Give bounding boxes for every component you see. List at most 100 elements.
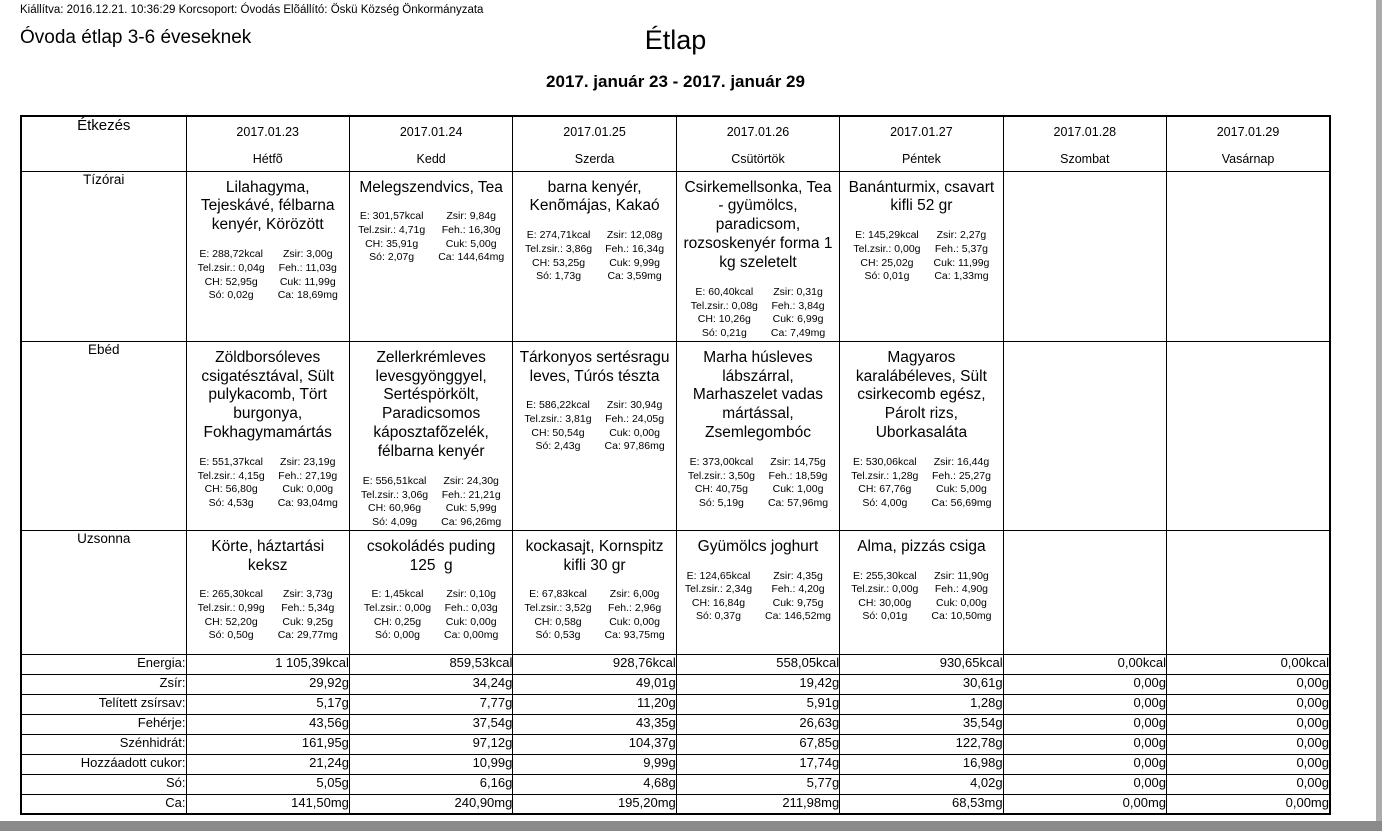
nutrition-line: Tel.zsir.: 3,06g bbox=[361, 488, 429, 501]
nutrition-line: E: 1,45kcal bbox=[371, 588, 424, 601]
nutrition-block: E: 274,71kcal Tel.zsir.: 3,86g CH: 53,25g S… bbox=[514, 229, 675, 284]
nutrition-line: E: 124,65kcal bbox=[686, 569, 751, 582]
day-date: 2017.01.26 bbox=[726, 125, 790, 139]
meal-cell: kockasajt, Kornspitz kifli 30 gr E: 67,83… bbox=[512, 529, 677, 655]
meal-cell: barna kenyér, Kenõmájas, Kakaó E: 274,71k… bbox=[512, 170, 677, 342]
nutrition-line: E: 145,29kcal bbox=[855, 229, 919, 242]
nutrition-left-column: E: 301,57kcal Tel.zsir.: 4,71g CH: 35,91g S… bbox=[358, 210, 425, 265]
summary-value: 1 105,39kcal bbox=[185, 653, 350, 675]
meal-cell bbox=[1166, 529, 1331, 655]
dish-name: Zöldborsóleves csigatésztával, Sült puly… bbox=[201, 348, 339, 442]
nutrition-line: Tel.zsir.: 0,99g bbox=[197, 602, 265, 615]
day-name: Szombat bbox=[1060, 152, 1110, 166]
nutrition-line: Só: 0,01g bbox=[862, 610, 908, 623]
nutrition-left-column: E: 265,30kcal Tel.zsir.: 0,99g CH: 52,20g S… bbox=[198, 588, 265, 643]
nutrition-left-column: E: 60,40kcal Tel.zsir.: 0,08g CH: 10,26g Só… bbox=[691, 286, 758, 340]
day-name: Szerda bbox=[574, 152, 615, 166]
nutrition-left-column: E: 373,00kcal Tel.zsir.: 3,50g CH: 40,75g S… bbox=[688, 456, 755, 511]
nutrition-line: Só: 0,21g bbox=[701, 326, 747, 339]
nutrition-line: Cuk: 5,00g bbox=[445, 237, 497, 250]
summary-value: 928,76kcal bbox=[512, 653, 677, 675]
nutrition-line: Só: 0,00g bbox=[375, 629, 420, 642]
nutrition-line: Feh.: 18,59g bbox=[768, 469, 828, 482]
nutrition-block: E: 530,06kcal Tel.zsir.: 1,28g CH: 67,76g S… bbox=[841, 456, 1002, 511]
summary-value: 67,85g bbox=[675, 733, 841, 755]
column-header-day-1: 2017.01.23 Hétfõ bbox=[185, 115, 350, 172]
summary-value: 37,54g bbox=[348, 713, 514, 735]
age-group-title: Óvoda étlap 3-6 éveseknek bbox=[20, 27, 252, 48]
day-name: Hétfõ bbox=[252, 152, 283, 166]
dish-name: csokoládés puding 125 g bbox=[366, 537, 500, 574]
nutrition-line: Ca: 57,96mg bbox=[767, 497, 829, 510]
nutrition-block: E: 265,30kcal Tel.zsir.: 0,99g CH: 52,20g S… bbox=[187, 588, 348, 643]
nutrition-block: E: 288,72kcal Tel.zsir.: 0,04g CH: 52,95g S… bbox=[187, 248, 348, 303]
summary-value: 43,35g bbox=[512, 713, 677, 735]
summary-row-label: Energia: bbox=[20, 653, 187, 675]
nutrition-line: Feh.: 2,96g bbox=[608, 602, 662, 615]
summary-row-label: Hozzáadott cukor: bbox=[20, 753, 187, 775]
nutrition-line: Cuk: 0,00g bbox=[609, 426, 660, 439]
summary-row-1: Energia: 1 105,39kcal 859,53kcal 928,76kcal… bbox=[20, 653, 1331, 675]
dish-name: Zellerkrémleves levesgyönggyel, Sertéspö… bbox=[373, 348, 494, 461]
summary-value: 5,77g bbox=[675, 773, 841, 795]
nutrition-line: E: 373,00kcal bbox=[689, 456, 754, 469]
nutrition-line: Feh.: 11,03g bbox=[278, 261, 337, 274]
document-header: Étlap 2017. január 23 - 2017. január 29 bbox=[20, 25, 1331, 92]
nutrition-line: Zsir: 14,75g bbox=[770, 456, 826, 469]
dish-name: Magyaros karalábéleves, Sült csirkecomb … bbox=[855, 348, 992, 442]
nutrition-line: Tel.zsir.: 3,81g bbox=[524, 413, 592, 426]
nutrition-line: E: 255,30kcal bbox=[853, 569, 917, 582]
nutrition-line: Feh.: 24,05g bbox=[605, 413, 665, 426]
meal-row-label-tizorai: Tízórai bbox=[20, 170, 187, 342]
nutrition-line: CH: 0,58g bbox=[534, 615, 582, 628]
nutrition-line: E: 556,51kcal bbox=[362, 475, 427, 488]
nutrition-line: Só: 0,02g bbox=[208, 289, 254, 302]
nutrition-line: Tel.zsir.: 1,28g bbox=[851, 469, 919, 482]
nutrition-line: E: 288,72kcal bbox=[199, 248, 263, 261]
nutrition-line: Só: 5,19g bbox=[698, 497, 744, 510]
dish-name: Csirkemellsonka, Tea - gyümölcs, paradic… bbox=[683, 178, 837, 272]
nutrition-line: Tel.zsir.: 3,50g bbox=[687, 469, 755, 482]
summary-value: 21,24g bbox=[185, 753, 350, 775]
summary-value: 19,42g bbox=[675, 673, 841, 695]
dish-name: Tárkonyos sertésragu leves, Túrós tészta bbox=[519, 348, 674, 385]
nutrition-line: Ca: 97,86mg bbox=[604, 440, 665, 453]
date-range-subtitle: 2017. január 23 - 2017. január 29 bbox=[546, 71, 805, 91]
nutrition-line: E: 530,06kcal bbox=[853, 456, 917, 469]
nutrition-line: Zsir: 23,19g bbox=[280, 456, 336, 469]
nutrition-line: Cuk: 1,00g bbox=[772, 483, 824, 496]
summary-value: 5,91g bbox=[675, 693, 841, 715]
nutrition-right-column: Zsir: 11,90g Feh.: 4,90g Cuk: 0,00g Ca: 10,… bbox=[931, 570, 991, 625]
nutrition-block: E: 145,29kcal Tel.zsir.: 0,00g CH: 25,02g S… bbox=[841, 229, 1002, 284]
nutrition-line: Ca: 146,52mg bbox=[765, 610, 832, 623]
nutrition-line: CH: 30,00g bbox=[858, 596, 912, 609]
meal-cell bbox=[1002, 340, 1168, 531]
summary-value: 0,00g bbox=[1002, 713, 1168, 735]
summary-row-8: Ca: 141,50mg 240,90mg 195,20mg 211,98mg 68,53… bbox=[20, 793, 1331, 815]
summary-value: 122,78g bbox=[839, 733, 1004, 755]
nutrition-line: Zsir: 16,44g bbox=[933, 456, 990, 469]
nutrition-line: Tel.zsir.: 2,34g bbox=[684, 583, 753, 596]
nutrition-line: Cuk: 0,00g bbox=[282, 483, 334, 496]
nutrition-block: E: 373,00kcal Tel.zsir.: 3,50g CH: 40,75g S… bbox=[677, 456, 838, 511]
table-header-row: Étkezés 2017.01.23 Hétfõ 2017.01.24 Kedd 2017… bbox=[20, 115, 1331, 172]
nutrition-line: Feh.: 3,84g bbox=[771, 299, 825, 312]
summary-value: 0,00g bbox=[1166, 713, 1331, 735]
nutrition-line: Cuk: 5,00g bbox=[936, 483, 987, 496]
column-header-day-5: 2017.01.27 Péntek bbox=[839, 115, 1004, 172]
meal-cell: Csirkemellsonka, Tea - gyümölcs, paradic… bbox=[675, 170, 841, 342]
nutrition-line: CH: 67,76g bbox=[858, 483, 912, 496]
dish-name: Lilahagyma, Tejeskávé, félbarna kenyér, … bbox=[200, 178, 339, 234]
nutrition-line: Feh.: 25,27g bbox=[931, 469, 991, 482]
meal-cell: Tárkonyos sertésragu leves, Túrós tészta… bbox=[512, 340, 677, 531]
summary-value: 35,54g bbox=[839, 713, 1004, 735]
day-name: Csütörtök bbox=[731, 152, 785, 166]
nutrition-line: Só: 0,37g bbox=[696, 610, 741, 623]
nutrition-line: CH: 56,80g bbox=[204, 483, 258, 496]
summary-row-label: Szénhidrát: bbox=[20, 733, 187, 755]
nutrition-line: Cuk: 6,99g bbox=[772, 313, 824, 326]
nutrition-line: Ca: 1,33mg bbox=[934, 270, 989, 283]
summary-value: 0,00g bbox=[1002, 693, 1168, 715]
menu-table: Étkezés 2017.01.23 Hétfõ 2017.01.24 Kedd 2017… bbox=[20, 115, 1331, 816]
nutrition-block: E: 556,51kcal Tel.zsir.: 3,06g CH: 60,96g S… bbox=[350, 475, 511, 529]
